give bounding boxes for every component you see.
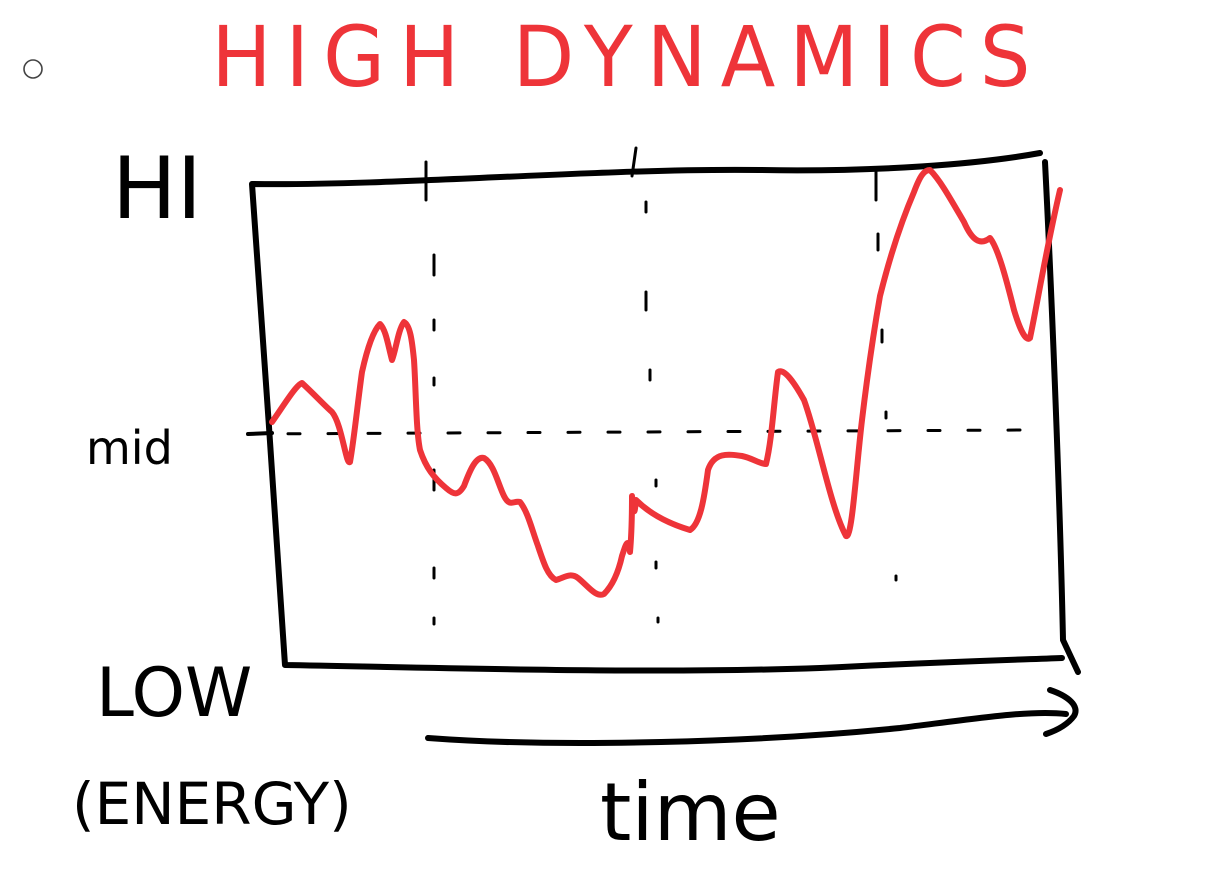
gridline-2 [630,146,660,624]
y-axis-unit-label: (ENERGY) [72,770,352,838]
y-axis-mid-label: mid [86,421,173,475]
gridline-1 [424,160,436,626]
gridline-3 [874,170,898,582]
plot-frame [249,150,1081,675]
mid-tick [246,431,274,436]
dynamics-curve [269,167,1063,598]
y-axis-top-label: HI [112,139,202,239]
mid-reference-line [246,428,1027,436]
x-axis-label: time [600,766,781,859]
sketch-title: HIGH DYNAMICS [211,9,1044,106]
y-axis-bottom-label: LOW [96,654,252,733]
radio-circle-icon[interactable] [23,59,43,79]
arrow-right-icon [425,687,1079,746]
